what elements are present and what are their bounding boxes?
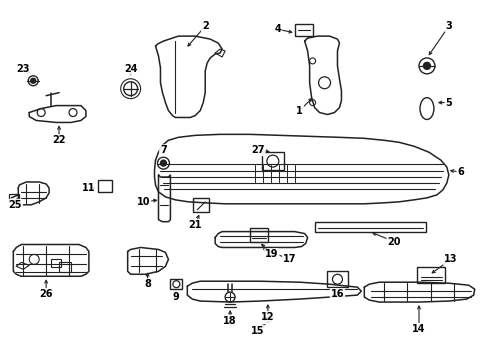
Bar	[416, 267, 444, 283]
Bar	[262, 152, 283, 170]
Text: 4: 4	[274, 24, 281, 34]
Bar	[170, 279, 182, 289]
Bar	[249, 228, 267, 242]
Text: 14: 14	[411, 324, 425, 334]
Text: 26: 26	[40, 289, 53, 299]
Text: 11: 11	[82, 183, 96, 193]
Text: 22: 22	[52, 135, 66, 145]
Bar	[98, 180, 112, 192]
Circle shape	[31, 78, 36, 83]
Text: 25: 25	[9, 200, 22, 210]
Text: 24: 24	[123, 64, 137, 74]
Text: 8: 8	[144, 279, 151, 289]
Text: 7: 7	[160, 145, 166, 155]
Text: 18: 18	[223, 316, 236, 326]
Bar	[9, 194, 19, 202]
Text: 10: 10	[137, 197, 150, 207]
Text: 1: 1	[296, 105, 303, 116]
Text: 23: 23	[17, 64, 30, 74]
Bar	[51, 260, 61, 267]
Text: 17: 17	[283, 255, 296, 264]
Text: 6: 6	[456, 167, 463, 177]
Text: 16: 16	[330, 289, 344, 299]
Bar	[294, 24, 312, 36]
Text: 12: 12	[261, 312, 274, 322]
Text: 3: 3	[445, 21, 451, 31]
Text: 15: 15	[251, 326, 264, 336]
Bar	[314, 222, 425, 231]
Text: 21: 21	[188, 220, 202, 230]
Circle shape	[423, 62, 429, 69]
Text: 2: 2	[202, 21, 208, 31]
Bar	[193, 198, 209, 212]
Text: 13: 13	[443, 255, 457, 264]
Text: 19: 19	[264, 249, 278, 260]
Text: 9: 9	[172, 292, 179, 302]
Bar	[59, 262, 71, 272]
Circle shape	[160, 160, 166, 166]
Text: 27: 27	[251, 145, 264, 155]
Bar	[326, 271, 347, 287]
Text: 5: 5	[445, 98, 451, 108]
Text: 20: 20	[386, 237, 400, 247]
